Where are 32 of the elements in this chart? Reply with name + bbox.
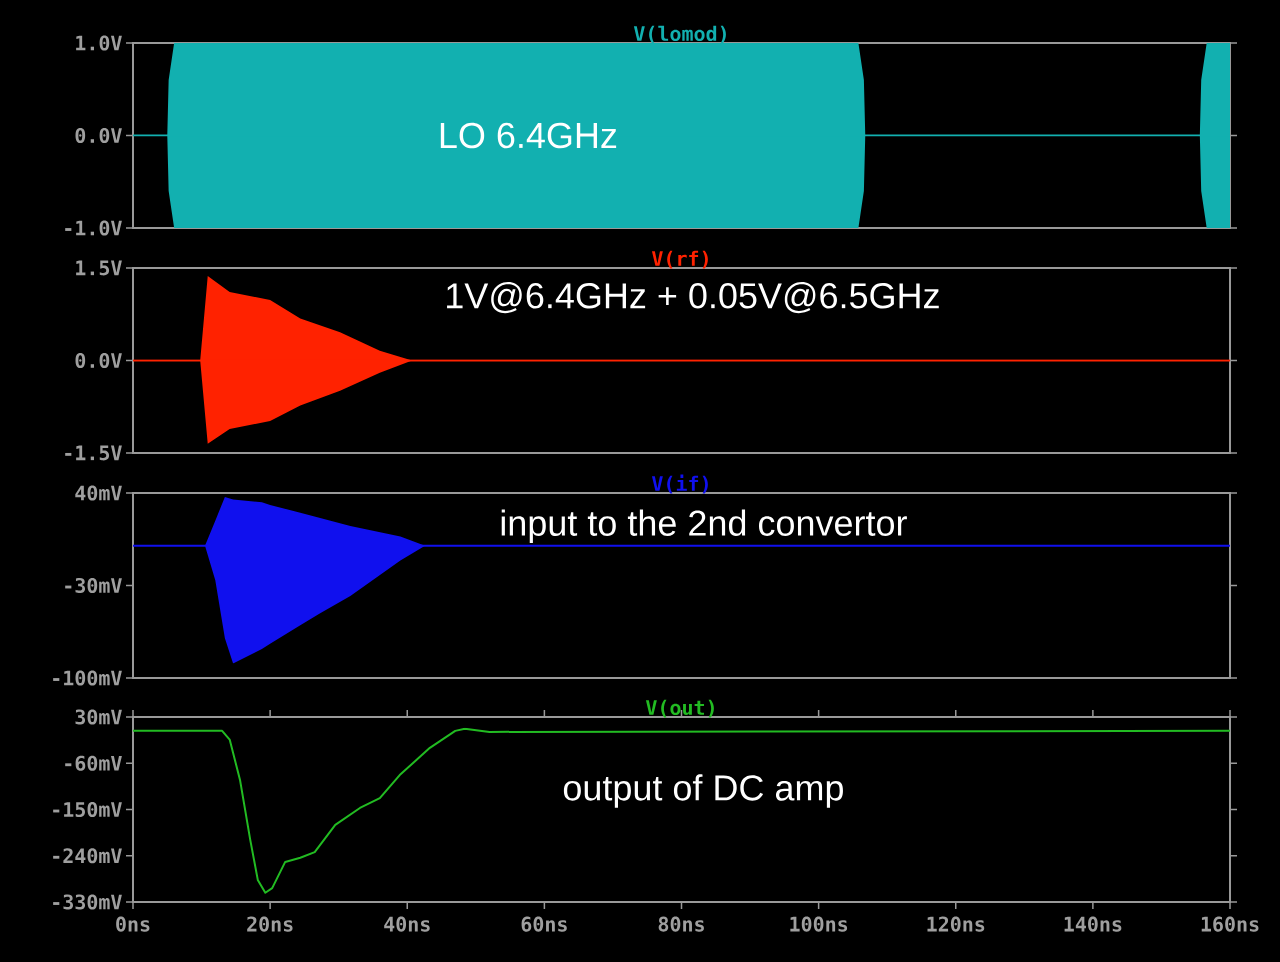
y-tick-label: -330mV	[53, 894, 122, 910]
x-tick-label: 160ns	[1201, 916, 1259, 932]
y-tick-label: 0.0V	[75, 352, 122, 369]
y-tick-label: -150mV	[53, 801, 122, 818]
x-tick-label: 20ns	[247, 916, 293, 932]
y-tick-label: -240mV	[53, 848, 122, 864]
y-tick-label: -1.5V	[65, 445, 122, 461]
y-tick-label: 1.0V	[76, 35, 122, 51]
line-series	[133, 727, 1231, 894]
y-tick-label: 1.5V	[76, 260, 122, 276]
x-tick-label: 140ns	[1064, 916, 1122, 932]
y-tick-label: 30mV	[75, 709, 122, 725]
annotation: input to the 2nd convertor	[501, 509, 907, 544]
annotation: 1V@6.4GHz + 0.05V@6.5GHz	[447, 282, 939, 314]
chart-title: V(lomod)	[633, 25, 726, 44]
x-tick-label: 60ns	[521, 916, 567, 932]
x-tick-label: 120ns	[927, 916, 985, 932]
y-tick-label: -30mV	[65, 577, 122, 594]
y-tick-label: 0.0V	[75, 127, 122, 144]
annotation: LO 6.4GHz	[440, 122, 617, 149]
x-tick-label: 40ns	[384, 916, 430, 932]
chart-title: V(out)	[645, 699, 714, 718]
x-tick-label: 80ns	[658, 916, 704, 932]
chart-title: V(rf)	[651, 250, 708, 269]
chart-title: V(if)	[651, 474, 708, 494]
y-tick-label: -1.0V	[65, 220, 122, 236]
annotation: output of DC amp	[563, 774, 843, 808]
x-tick-label: 100ns	[790, 916, 848, 932]
y-tick-label: 40mV	[75, 485, 122, 501]
y-tick-label: -60mV	[65, 755, 122, 771]
x-tick-label: 0ns	[116, 916, 150, 932]
y-tick-label: -100mV	[53, 670, 122, 686]
